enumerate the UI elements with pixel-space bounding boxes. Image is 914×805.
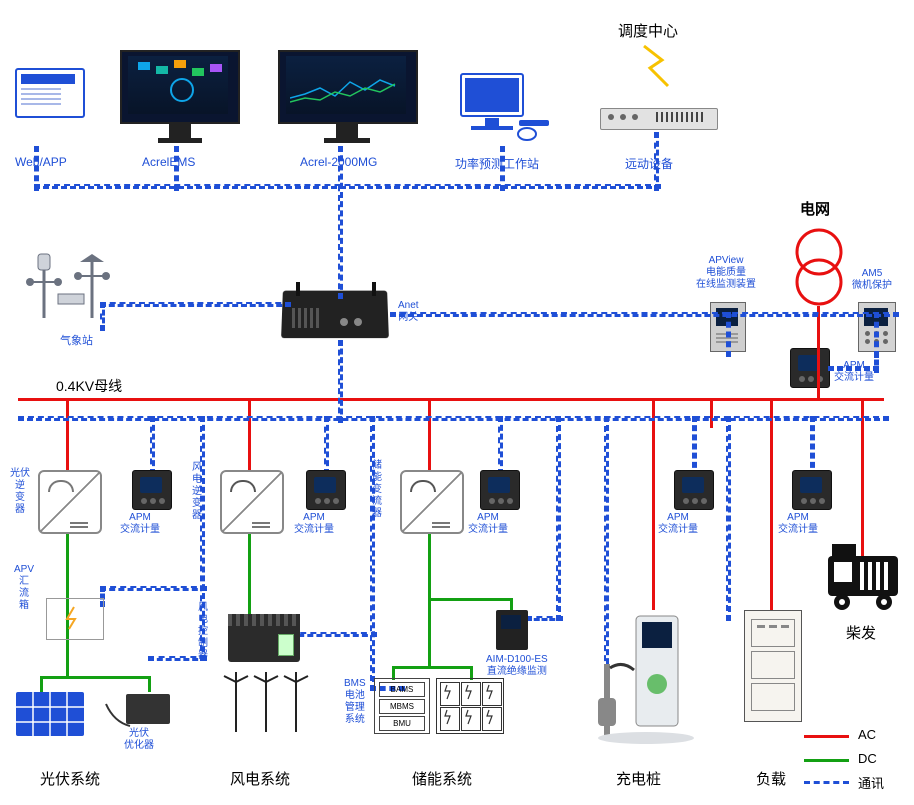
pv-combiner xyxy=(46,598,104,640)
webapp-label: Web/APP xyxy=(15,155,67,169)
webapp-device xyxy=(15,68,85,138)
aim-label: AIM-D100-ES 直流绝缘监测 xyxy=(486,654,548,678)
load-apm xyxy=(792,470,832,510)
legend: AC DC 通讯 xyxy=(804,729,904,797)
transformer-icon xyxy=(794,224,844,314)
anet-gateway xyxy=(282,282,392,344)
apm-grid-meter xyxy=(790,348,830,388)
charger-apm xyxy=(674,470,714,510)
pv-panel-icon xyxy=(14,690,86,738)
wind-apm-label: APM 交流计量 xyxy=(294,512,334,536)
wind-turbine-icon xyxy=(218,672,314,742)
pv-title: 光伏系统 xyxy=(40,768,100,789)
acrelems-monitor xyxy=(120,50,240,145)
diagram-stage: 调度中心 xyxy=(0,0,914,805)
diesel-generator-icon xyxy=(824,540,906,614)
remote-device-label: 远动设备 xyxy=(625,155,673,172)
ess-apm xyxy=(480,470,520,510)
legend-dc: DC xyxy=(858,751,877,766)
legend-comm: 通讯 xyxy=(858,773,884,792)
remote-device xyxy=(600,108,720,138)
acrel2000mg-monitor xyxy=(278,50,418,145)
aim-device xyxy=(496,610,528,650)
load-title: 负载 xyxy=(756,768,786,789)
ess-title: 储能系统 xyxy=(412,768,472,789)
weather-station-icon xyxy=(20,248,130,328)
battery-rack xyxy=(436,678,504,734)
acrelems-label: AcrelEMS xyxy=(142,155,195,169)
forecast-label: 功率预测工作站 xyxy=(455,155,539,172)
dispatch-center-label: 调度中心 xyxy=(618,20,678,41)
wind-controller-label: 风 电 控 制 器 xyxy=(198,602,208,662)
ess-pcs xyxy=(400,470,464,534)
bus-label: 0.4KV母线 xyxy=(56,376,122,396)
charger-apm-label: APM 交流计量 xyxy=(658,512,698,536)
am5-label: AM5 微机保护 xyxy=(852,268,892,292)
apm-grid-label: APM 交流计量 xyxy=(834,360,874,384)
wind-apm xyxy=(306,470,346,510)
wind-title: 风电系统 xyxy=(230,768,290,789)
bms-stack: BAMS MBMS BMU xyxy=(374,678,430,734)
bms-label: BMS 电池 管理 系统 xyxy=(344,678,366,726)
pv-apm-label: APM 交流计量 xyxy=(120,512,160,536)
wind-controller xyxy=(228,614,300,662)
pv-optimizer-label: 光伏 优化器 xyxy=(124,728,154,752)
ess-pcs-label: 储 能 变 流 器 xyxy=(372,460,382,520)
load-apm-label: APM 交流计量 xyxy=(778,512,818,536)
charger-icon xyxy=(592,608,702,748)
pv-apm xyxy=(132,470,172,510)
wind-inverter xyxy=(220,470,284,534)
pv-inverter-label: 光伏 逆 变 器 xyxy=(10,468,30,516)
apview-label: APView 电能质量 在线监测装置 xyxy=(696,255,756,291)
weather-label: 气象站 xyxy=(60,332,93,348)
pv-inverter xyxy=(38,470,102,534)
grid-label: 电网 xyxy=(800,198,830,219)
lightning-icon xyxy=(640,42,672,88)
ess-apm-label: APM 交流计量 xyxy=(468,512,508,536)
wind-inverter-label: 风 电 逆 变 器 xyxy=(192,462,202,522)
legend-ac: AC xyxy=(858,727,876,742)
load-cabinet xyxy=(744,610,802,722)
forecast-workstation-icon xyxy=(455,70,555,145)
diesel-title: 柴发 xyxy=(846,622,876,643)
pv-combiner-label: APV 汇 流 箱 xyxy=(14,564,34,612)
charger-title: 充电桩 xyxy=(616,768,661,789)
